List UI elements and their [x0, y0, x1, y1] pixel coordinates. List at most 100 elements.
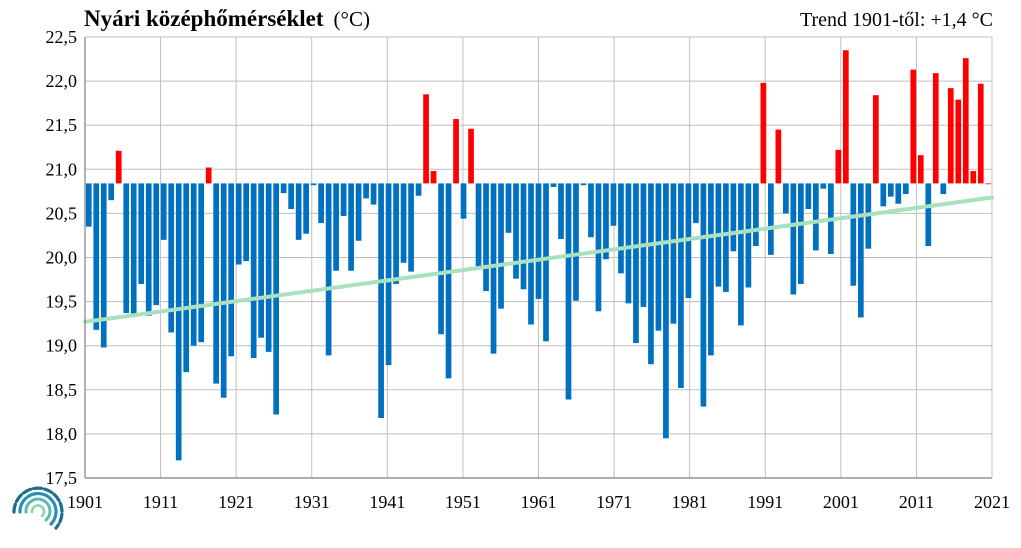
bar-1924: [258, 183, 264, 338]
bar-2001: [835, 149, 842, 184]
y-tick-label: 20,5: [46, 203, 78, 223]
bar-1989: [745, 183, 752, 288]
bar-1943: [400, 183, 407, 263]
bar-1982: [693, 183, 699, 224]
x-tick-label: 1911: [143, 492, 178, 512]
bar-2011: [910, 69, 917, 184]
x-tick-label: 2011: [899, 492, 934, 512]
bar-1913: [175, 183, 182, 461]
bar-1976: [648, 183, 654, 365]
bar-1959: [520, 183, 527, 290]
x-tick-label: 1941: [369, 492, 405, 512]
bar-1916: [198, 183, 205, 343]
chart-title-unit: (°C): [334, 7, 370, 31]
bar-1926: [273, 183, 279, 415]
bar-1983: [700, 183, 707, 407]
bar-1987: [730, 183, 737, 252]
bar-1901: [85, 183, 92, 227]
y-tick-labels: 17,5 18,0 18,5 19,0 19,5 20,0 20,5 21,0 21,5 22,0…: [46, 27, 78, 488]
bar-2017: [955, 99, 962, 184]
bar-2009: [895, 183, 902, 204]
bar-1934: [333, 183, 339, 271]
bar-1925: [265, 183, 272, 352]
bar-1946: [423, 94, 429, 184]
bar-2016: [947, 88, 954, 184]
bar-1947: [430, 171, 437, 184]
y-tick-label: 17,5: [46, 468, 78, 488]
bar-2018: [962, 58, 969, 184]
bar-1979: [670, 183, 677, 324]
bar-1929: [295, 183, 302, 240]
bar-1992: [768, 183, 774, 255]
bar-2013: [925, 183, 932, 247]
bar-1950: [453, 119, 459, 184]
bar-1971: [610, 183, 617, 226]
bar-1963: [550, 183, 557, 187]
bar-2020: [977, 83, 984, 184]
bar-1940: [378, 183, 384, 419]
bar-1932: [318, 183, 324, 224]
bar-1921: [235, 183, 242, 265]
bar-1986: [723, 183, 729, 292]
bar-1974: [633, 183, 639, 344]
bar-1933: [325, 183, 332, 356]
logo-icon: [12, 486, 64, 530]
bar-1953: [475, 183, 482, 269]
bar-1918: [213, 183, 220, 384]
bar-1911: [160, 183, 167, 240]
trend-annotation: Trend 1901-től: +1,4 °C: [800, 9, 993, 31]
bar-1938: [363, 183, 369, 199]
bar-1905: [115, 150, 122, 184]
bar-1984: [708, 183, 714, 356]
bar-1951: [460, 183, 467, 219]
bar-1967: [580, 183, 587, 186]
bar-1956: [498, 183, 504, 309]
bar-1996: [798, 183, 804, 284]
y-tick-label: 22,0: [46, 71, 78, 91]
bar-2008: [887, 183, 894, 197]
bar-1961: [535, 183, 542, 299]
bar-1997: [805, 183, 812, 209]
bar-1970: [603, 183, 609, 260]
bar-1945: [415, 183, 422, 196]
bar-2007: [880, 183, 887, 207]
bar-1910: [153, 183, 160, 306]
x-tick-label: 1951: [445, 492, 481, 512]
bar-1935: [340, 183, 347, 217]
x-tick-label: 1981: [672, 492, 708, 512]
y-tick-label: 19,5: [46, 292, 78, 312]
bar-2014: [932, 73, 939, 184]
bar-1931: [310, 183, 317, 186]
x-tick-labels: 1901 1911 1921 1931 1941 1951 1961 1971 1981 1991…: [67, 492, 1010, 512]
bar-1993: [775, 129, 782, 184]
x-tick-label: 1921: [218, 492, 254, 512]
bar-1948: [438, 183, 444, 335]
y-tick-label: 18,5: [46, 380, 78, 400]
bar-1991: [760, 82, 767, 184]
bar-1990: [753, 183, 759, 247]
bar-1941: [385, 183, 392, 366]
bar-1919: [220, 183, 227, 398]
bar-1964: [558, 183, 564, 239]
bar-1904: [108, 183, 115, 201]
bar-1995: [790, 183, 797, 295]
trend-line: [83, 195, 994, 324]
x-tick-label: 1931: [294, 492, 330, 512]
bar-1965: [565, 183, 572, 400]
bar-2004: [857, 183, 864, 318]
x-tick-label: 2001: [823, 492, 859, 512]
bar-1923: [250, 183, 257, 359]
bar-1909: [145, 183, 152, 316]
bar-1978: [663, 183, 669, 439]
bar-1937: [355, 183, 362, 241]
bar-1936: [348, 183, 354, 271]
bar-1927: [280, 183, 287, 194]
x-tick-label: 1901: [67, 492, 103, 512]
bar-1920: [228, 183, 235, 357]
bar-2006: [872, 95, 879, 184]
bar-1968: [588, 183, 594, 238]
bar-1969: [595, 183, 602, 312]
bar-2019: [970, 171, 977, 184]
bar-1998: [813, 183, 819, 251]
